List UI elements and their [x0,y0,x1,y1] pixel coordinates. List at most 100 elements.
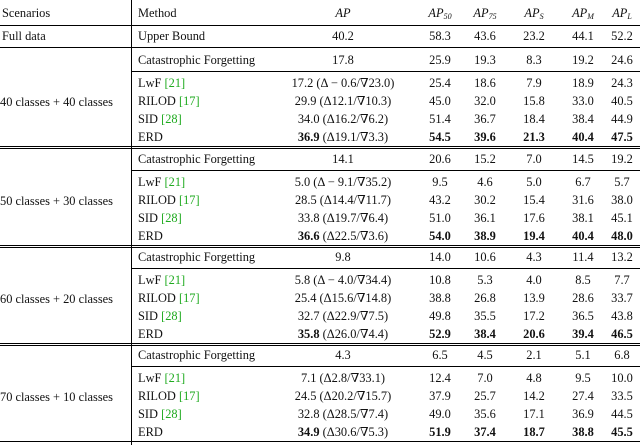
metric-name: AP [572,6,588,20]
rule-line [0,146,640,147]
citation-link[interactable]: [17] [178,94,200,108]
rule-line [0,148,640,149]
metric-value: 19.4 [523,229,545,243]
scenario-label: 70 classes + 10 classes [0,390,113,404]
metric-value: 54.0 [429,229,451,243]
metric-value: 35.6 [474,407,496,421]
metric-value: 4.5 [477,348,493,362]
method-row: LwF [21] 7.1 (Δ2.8/∇33.1) 12.4 7.0 4.8 9.5 10.… [0,369,640,387]
method-label: RILOD [138,389,176,403]
method-label: SID [138,112,158,126]
method-label: ERD [138,425,163,439]
metric-value: 52.2 [611,29,633,43]
metric-value: 6.5 [432,348,448,362]
rule-line [0,25,640,26]
metric-value: 45.0 [429,94,451,108]
ap-best: 34.9 [297,425,320,439]
citation-link[interactable]: [17] [178,389,200,403]
full-data-row: Full data Upper Bound 40.2 58.3 43.6 23.2 44.1… [0,27,640,45]
metric-value: 38.8 [429,291,451,305]
method-name: Catastrophic Forgetting [138,53,256,67]
metric-value: 37.4 [474,425,496,439]
metric-value: 7.9 [526,76,542,90]
metric-value: 40.4 [572,130,594,144]
method-label: LwF [138,175,162,189]
method-row: SID [28] 32.7 (Δ22.9/∇7.5) 49.8 35.5 17.2 36.… [0,307,640,325]
method-label: SID [138,407,158,421]
metric-value: 40.5 [611,94,633,108]
metric-value: 14.5 [572,152,594,166]
rule-line [0,345,640,346]
citation-link[interactable]: [28] [161,211,182,225]
citation-link[interactable]: [21] [164,273,186,287]
metric-value: 15.8 [523,94,545,108]
metric-value: 49.0 [429,407,451,421]
metric-value: 51.4 [429,112,451,126]
metric-value: 52.9 [429,327,451,341]
method-name: LwF [21] [138,74,268,92]
catastrophic-forgetting-row: Catastrophic Forgetting 4.3 6.5 4.5 2.1 5.1 6.… [0,346,640,364]
citation-link[interactable]: [28] [161,407,182,421]
rule-line [0,47,640,48]
metric-value: 43.8 [611,309,633,323]
method-name: LwF [21] [138,369,268,387]
metric-value: 36.7 [474,112,496,126]
metric-value: 18.4 [523,112,545,126]
metric-subscript: L [627,12,632,21]
ap-value: 32.8 (Δ28.5/∇7.4) [297,407,389,421]
metric-value: 11.4 [572,250,594,264]
metric-value: 44.9 [611,112,633,126]
method-name: SID [28] [138,307,268,325]
ap-value: 34.9 (Δ30.6/∇5.3) [270,423,416,441]
metric-value: 37.9 [429,389,451,403]
citation-link[interactable]: [21] [164,175,186,189]
method-label: ERD [138,130,163,144]
ap-value: 33.8 (Δ19.7/∇6.4) [297,211,389,225]
method-name: Upper Bound [138,29,206,43]
ap-delta: (Δ26.0/∇4.4) [319,327,389,341]
citation-link[interactable]: [17] [178,193,200,207]
metric-name: AP [473,6,489,20]
metric-value: 58.3 [429,29,451,43]
method-name: LwF [21] [138,173,268,191]
metric-value: 40.4 [572,229,594,243]
header-metric: APS [512,4,556,26]
metric-name: AP [335,6,351,20]
metric-value: 18.6 [474,76,496,90]
ap-value: 34.0 (Δ16.2/∇6.2) [297,112,389,126]
ap-value: 17.2 (Δ − 0.6/∇23.0) [291,76,395,90]
method-name: ERD [138,128,268,146]
metric-value: 36.9 [572,407,594,421]
ap-value: 28.5 (Δ14.4/∇11.7) [294,193,391,207]
method-row: ERD 36.6 (Δ22.5/∇3.6) 54.0 38.9 19.4 40.4 48.0 [0,227,640,245]
header-row: Scenarios Method AP AP50 AP75 APS APM APL [0,4,640,22]
metric-value: 6.7 [575,175,591,189]
metric-value: 7.0 [526,152,542,166]
metric-value: 51.9 [429,425,451,439]
header-metric: AP75 [462,4,508,26]
citation-link[interactable]: [28] [161,112,182,126]
method-label: SID [138,309,158,323]
metric-value: 38.4 [572,112,594,126]
catastrophic-forgetting-row: Catastrophic Forgetting 14.1 20.6 15.2 7.0 14… [0,150,640,168]
header-method: Method [138,6,177,20]
method-name: ERD [138,325,268,343]
citation-link[interactable]: [21] [164,371,186,385]
scenario-label: 60 classes + 20 classes [0,292,113,306]
method-row: ERD 34.9 (Δ30.6/∇5.3) 51.9 37.4 18.7 38.8 45.5 [0,423,640,441]
method-name: SID [28] [138,405,268,423]
catastrophic-forgetting-row: Catastrophic Forgetting 9.8 14.0 10.6 4.3 11.… [0,248,640,266]
ap-value: 35.8 (Δ26.0/∇4.4) [270,325,416,343]
ap-value: 25.4 (Δ15.6/∇14.8) [294,291,392,305]
method-label: LwF [138,76,162,90]
metric-value: 25.4 [429,76,451,90]
citation-link[interactable]: [17] [178,291,200,305]
header-metric: AP50 [420,4,460,26]
ap-value: 7.1 (Δ2.8/∇33.1) [300,371,386,385]
metric-value: 33.0 [572,94,594,108]
citation-link[interactable]: [21] [164,76,186,90]
metric-value: 38.1 [572,211,594,225]
ap-delta: (Δ19.1/∇3.3) [319,130,389,144]
citation-link[interactable]: [28] [161,309,182,323]
metric-name: AP [612,6,628,20]
